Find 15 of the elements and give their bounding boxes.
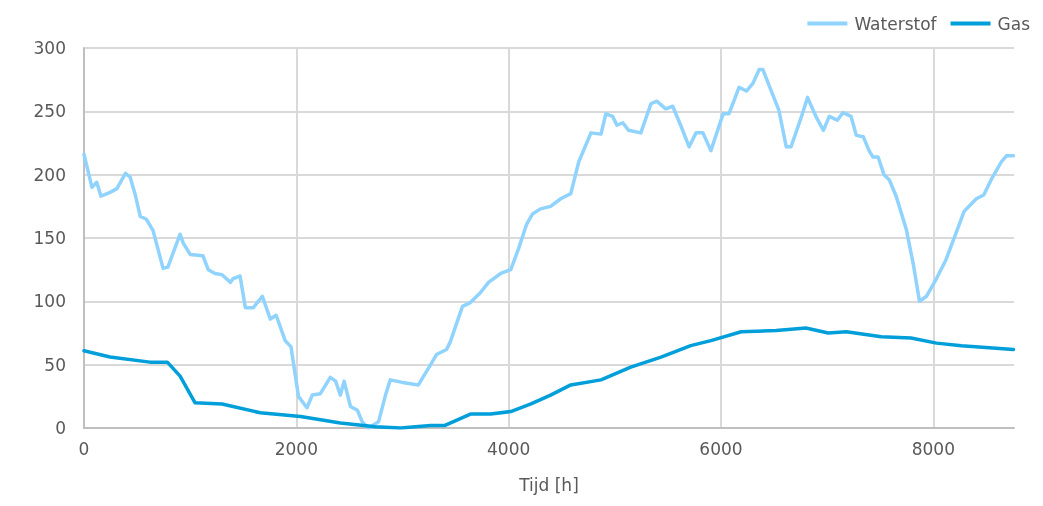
y-tick-label: 0 xyxy=(55,418,66,438)
x-tick-label: 2000 xyxy=(274,438,318,459)
y-tick-label: 100 xyxy=(33,291,66,312)
y-tick-label: 150 xyxy=(33,228,66,248)
x-tick-label: 0 xyxy=(78,438,90,459)
legend-label: Gas xyxy=(997,13,1031,34)
x-tick-label: 6000 xyxy=(699,438,743,459)
x-tick-label: 8000 xyxy=(911,438,955,459)
legend-label: Waterstof xyxy=(854,13,938,34)
y-tick-label: 50 xyxy=(44,354,66,375)
y-tick-label: 250 xyxy=(33,101,66,122)
y-tick-label: 300 xyxy=(33,38,66,58)
y-tick-label: 200 xyxy=(33,164,66,185)
x-axis-title: Tijd [h] xyxy=(518,474,579,495)
x-tick-label: 4000 xyxy=(487,438,531,459)
